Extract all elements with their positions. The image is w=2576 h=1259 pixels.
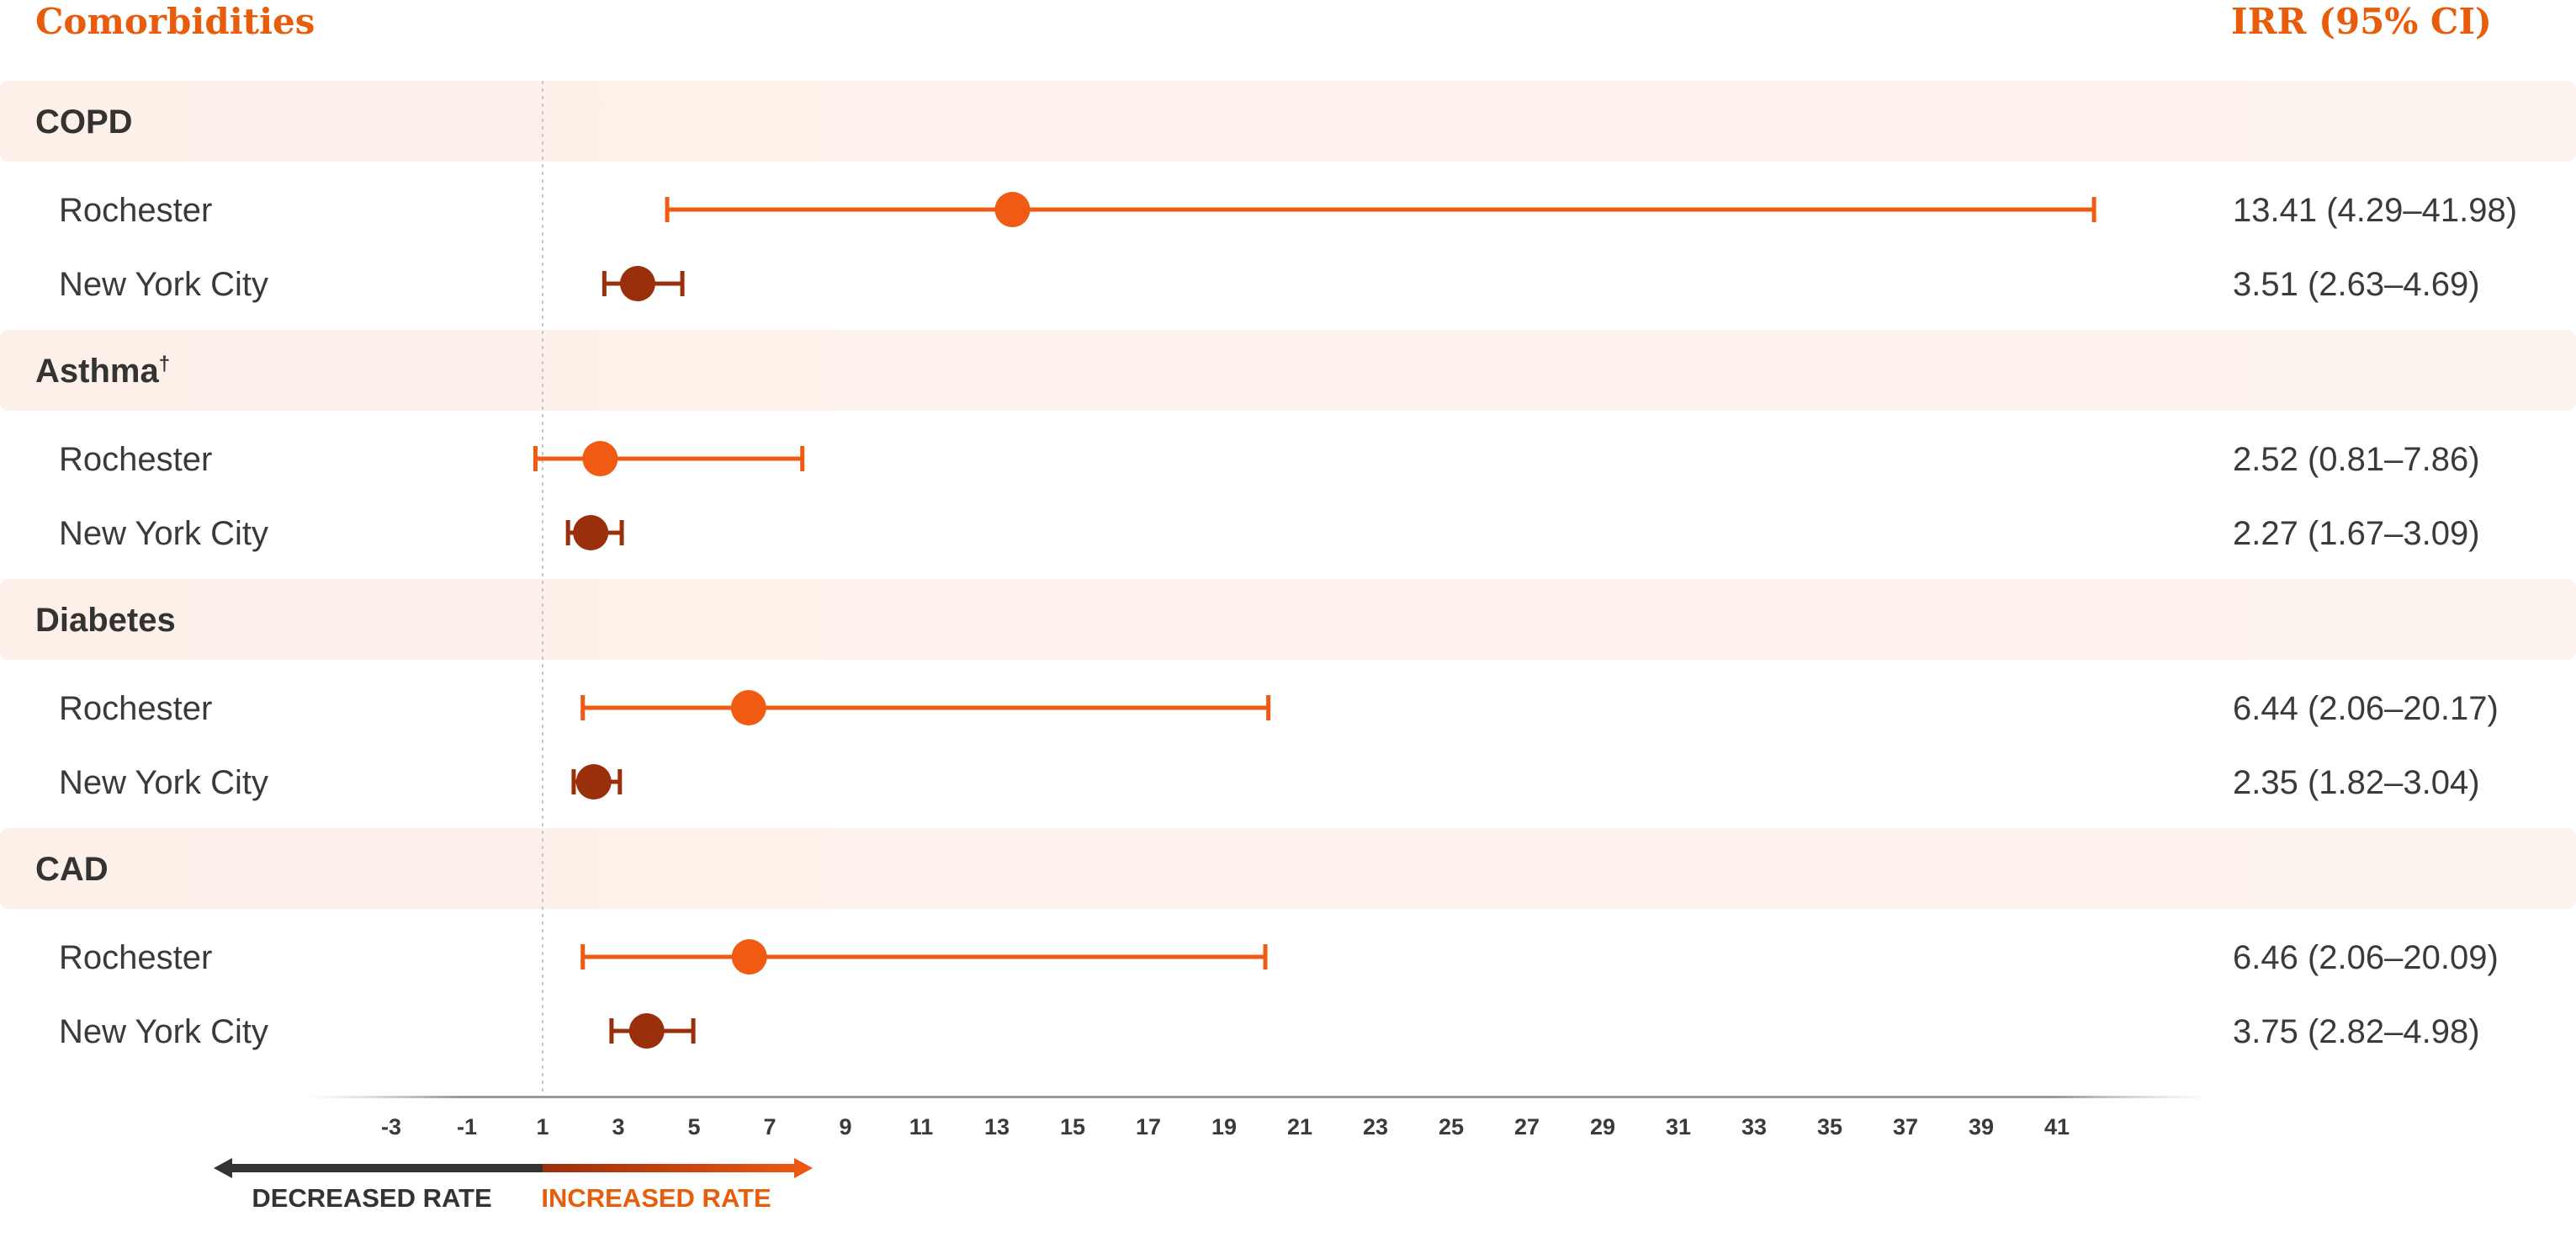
x-tick-label: 15 <box>1060 1114 1085 1139</box>
x-tick-label: 7 <box>763 1114 776 1139</box>
decreased-rate-arrow <box>214 1158 543 1178</box>
row-label: New York City <box>59 1013 268 1050</box>
x-tick-label: -1 <box>457 1114 477 1139</box>
x-tick-label: 31 <box>1666 1114 1691 1139</box>
decreased-rate-label: DECREASED RATE <box>252 1183 491 1213</box>
irr-value: 2.52 (0.81–7.86) <box>2233 441 2480 478</box>
group-bands <box>0 81 2576 909</box>
row-label: Rochester <box>59 192 212 229</box>
x-tick-label: 25 <box>1439 1114 1464 1139</box>
rows: Rochester 13.41 (4.29–41.98) New York City… <box>59 192 2517 1050</box>
x-tick-label: 21 <box>1287 1114 1312 1139</box>
point-estimate <box>731 939 767 975</box>
x-tick-label: -3 <box>381 1114 401 1139</box>
x-tick-label: 13 <box>984 1114 1010 1139</box>
group-band <box>0 828 2576 909</box>
point-estimate <box>730 690 766 725</box>
irr-value: 13.41 (4.29–41.98) <box>2233 192 2517 229</box>
group-label: Asthma† <box>35 353 170 390</box>
x-tick-label: 17 <box>1136 1114 1161 1139</box>
increased-rate-label: INCREASED RATE <box>541 1183 771 1213</box>
groups: COPD Asthma† Diabetes CAD <box>35 104 176 888</box>
point-estimate <box>582 441 618 476</box>
group-band <box>0 579 2576 660</box>
row-label: New York City <box>59 266 268 303</box>
point-estimate <box>994 192 1031 227</box>
irr-value: 2.27 (1.67–3.09) <box>2233 515 2480 552</box>
point-estimate <box>619 266 655 301</box>
x-tick-label: 27 <box>1514 1114 1540 1139</box>
comorbidities-header: Comorbidities <box>35 1 315 42</box>
row-label: New York City <box>59 515 268 552</box>
row-label: New York City <box>59 764 268 801</box>
row-label: Rochester <box>59 939 212 976</box>
x-axis-line <box>307 1096 2208 1098</box>
group-label: CAD <box>35 851 109 888</box>
irr-value: 3.51 (2.63–4.69) <box>2233 266 2480 303</box>
point-estimate <box>573 515 609 550</box>
irr-value: 2.35 (1.82–3.04) <box>2233 764 2480 801</box>
x-tick-label: 35 <box>1817 1114 1842 1139</box>
x-tick-label: 37 <box>1893 1114 1918 1139</box>
group-label: COPD <box>35 104 133 141</box>
x-tick-label: 5 <box>687 1114 700 1139</box>
x-tick-label: 33 <box>1741 1114 1767 1139</box>
x-tick-label: 3 <box>612 1114 624 1139</box>
row-label: Rochester <box>59 441 212 478</box>
x-tick-label: 19 <box>1211 1114 1237 1139</box>
irr-value: 6.46 (2.06–20.09) <box>2233 939 2499 976</box>
x-axis-ticks: -3 -1 1 3 5 7 9 11 13 15 17 19 21 23 25 27 29 31 33 35 37 39 4… <box>381 1114 2070 1139</box>
row-label: Rochester <box>59 690 212 727</box>
x-tick-label: 9 <box>839 1114 851 1139</box>
x-tick-label: 23 <box>1363 1114 1388 1139</box>
irr-value: 3.75 (2.82–4.98) <box>2233 1013 2480 1050</box>
irr-value: 6.44 (2.06–20.17) <box>2233 690 2499 727</box>
x-tick-label: 11 <box>909 1114 934 1139</box>
point-estimate <box>575 764 612 799</box>
x-tick-label: 29 <box>1590 1114 1615 1139</box>
x-tick-label: 39 <box>1969 1114 1994 1139</box>
group-label: Diabetes <box>35 602 176 639</box>
increased-rate-arrow <box>543 1158 813 1178</box>
group-label-superscript: † <box>159 353 170 375</box>
irr-header: IRR (95% CI) <box>2231 1 2492 42</box>
point-estimate <box>628 1013 665 1049</box>
x-tick-label: 41 <box>2044 1114 2070 1139</box>
group-band <box>0 81 2576 162</box>
x-tick-label: 1 <box>536 1114 549 1139</box>
group-band <box>0 330 2576 411</box>
direction-arrows: DECREASED RATE INCREASED RATE <box>214 1158 813 1213</box>
